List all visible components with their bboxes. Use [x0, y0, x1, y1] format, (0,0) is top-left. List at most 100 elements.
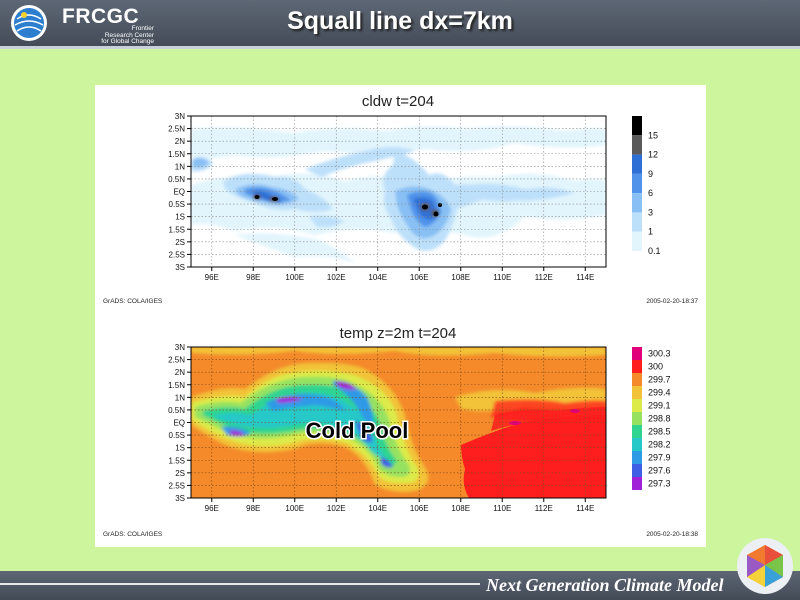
footer-credit: GrADS: COLA/IGES — [103, 531, 163, 538]
y-tick-label: 3N — [175, 112, 185, 121]
x-axis-ticks: 96E 98E 100E 102E 104E 106E 108E 110E 112E 114E — [205, 267, 594, 282]
legend-swatch — [632, 425, 642, 438]
y-tick-label: 2.5N — [168, 356, 185, 365]
figure-panel: cldw t=204 — [95, 85, 706, 547]
legend-label: 15 — [648, 130, 658, 140]
y-tick-label: 1S — [175, 444, 185, 453]
x-tick-label: 112E — [535, 504, 553, 513]
grid-lines — [191, 116, 606, 267]
y-tick-label: 3S — [175, 263, 185, 272]
chart-title: temp z=2m t=204 — [340, 325, 457, 342]
x-tick-label: 108E — [451, 273, 470, 282]
x-tick-label: 102E — [327, 273, 346, 282]
y-axis-ticks: 3N 2.5N 2N 1.5N 1N 0.5N EQ 0.5S 1S 1.5S 2S 2.5S 3S — [168, 343, 191, 503]
x-tick-label: 106E — [410, 504, 429, 513]
globe-emblem-icon — [737, 538, 793, 594]
legend-label: 12 — [648, 150, 658, 160]
logo-wordmark: FRCGC — [62, 5, 140, 28]
legend-label: 300 — [648, 362, 663, 372]
y-tick-label: 1.5N — [168, 150, 185, 159]
legend-swatch — [632, 116, 642, 136]
y-tick-label: EQ — [173, 419, 185, 428]
legend-swatch — [632, 154, 642, 174]
y-tick-label: 2.5S — [169, 481, 185, 490]
x-tick-label: 104E — [368, 504, 387, 513]
y-tick-label: EQ — [173, 188, 185, 197]
y-tick-label: 2N — [175, 137, 185, 146]
x-tick-label: 114E — [576, 273, 594, 282]
temp-plot: temp z=2m t=204 — [103, 325, 698, 538]
legend-label: 1 — [648, 227, 653, 237]
legend-label: 3 — [648, 207, 653, 217]
y-tick-label: 0.5N — [168, 175, 185, 184]
y-tick-label: 3S — [175, 494, 185, 503]
legend-label: 9 — [648, 169, 653, 179]
grid-lines — [191, 347, 606, 498]
legend-label: 297.9 — [648, 453, 671, 463]
x-tick-label: 100E — [285, 504, 304, 513]
footer-timestamp: 2005-02-20-18:37 — [646, 298, 698, 305]
y-tick-label: 0.5S — [169, 431, 185, 440]
cold-pool-annotation: Cold Pool — [306, 418, 409, 443]
cold-pool-annotation-halo: Cold Pool — [306, 418, 409, 443]
x-axis-ticks: 96E 98E 100E 102E 104E 106E 108E 110E 112E 114E — [205, 498, 594, 513]
y-tick-label: 1.5S — [169, 225, 185, 234]
y-tick-label: 2.5S — [169, 250, 185, 259]
legend-swatch — [632, 193, 642, 213]
legend-label: 299.7 — [648, 375, 671, 385]
y-tick-label: 2S — [175, 238, 185, 247]
legend-swatch — [632, 438, 642, 451]
y-tick-label: 1N — [175, 393, 185, 402]
x-tick-label: 108E — [451, 504, 470, 513]
logo-subtitle: Frontier Research Center for Global Chan… — [74, 25, 154, 46]
x-tick-label: 98E — [246, 504, 260, 513]
y-tick-label: 1N — [175, 162, 185, 171]
footer-rule — [0, 583, 480, 585]
temp-field — [191, 347, 606, 498]
logo-sub-line: Research Center — [104, 31, 154, 39]
legend-swatch — [632, 373, 642, 386]
figure-svg: cldw t=204 — [103, 93, 698, 538]
legend-label: 298.5 — [648, 427, 671, 437]
legend-swatch — [632, 464, 642, 477]
footer-timestamp: 2005-02-20-18:38 — [646, 531, 698, 538]
y-tick-label: 1.5N — [168, 381, 185, 390]
legend-swatch — [632, 135, 642, 155]
globe-logo-icon — [11, 5, 47, 41]
y-tick-label: 3N — [175, 343, 185, 352]
legend-swatch — [632, 347, 642, 360]
logo-sub-line: for Global Change — [101, 38, 154, 45]
legend-swatch — [632, 360, 642, 373]
x-tick-label: 96E — [205, 273, 219, 282]
x-tick-label: 104E — [368, 273, 387, 282]
x-tick-label: 110E — [493, 273, 511, 282]
slide-title: Squall line dx=7km — [287, 7, 513, 35]
y-tick-label: 2S — [175, 469, 185, 478]
y-axis-ticks: 3N 2.5N 2N 1.5N 1N 0.5N EQ 0.5S 1S 1.5S 2S 2.5S 3S — [168, 112, 191, 272]
x-tick-label: 114E — [576, 504, 594, 513]
legend-label: 299.4 — [648, 388, 671, 398]
logo-sub-line: Frontier — [131, 25, 154, 32]
chart-title: cldw t=204 — [362, 93, 434, 110]
legend-label: 6 — [648, 188, 653, 198]
x-tick-label: 98E — [246, 273, 260, 282]
legend-label: 0.1 — [648, 246, 661, 256]
footer-bar — [0, 571, 800, 600]
x-tick-label: 102E — [327, 504, 346, 513]
legend-swatch — [632, 451, 642, 464]
legend-swatch — [632, 386, 642, 399]
cldw-plot: cldw t=204 — [103, 93, 698, 305]
legend-swatch — [632, 399, 642, 412]
x-tick-label: 106E — [410, 273, 429, 282]
legend-swatch — [632, 412, 642, 425]
legend-swatch — [632, 173, 642, 194]
legend-swatch — [632, 212, 642, 232]
legend-swatch — [632, 477, 642, 490]
legend-label: 299.1 — [648, 401, 671, 411]
legend-label: 298.2 — [648, 440, 671, 450]
frcgc-logo: FRCGC Frontier Research Center for Globa… — [8, 3, 158, 46]
footer-title: Next Generation Climate Model — [486, 575, 724, 595]
header-bar — [0, 0, 800, 46]
y-tick-label: 1S — [175, 213, 185, 222]
y-tick-label: 2N — [175, 368, 185, 377]
